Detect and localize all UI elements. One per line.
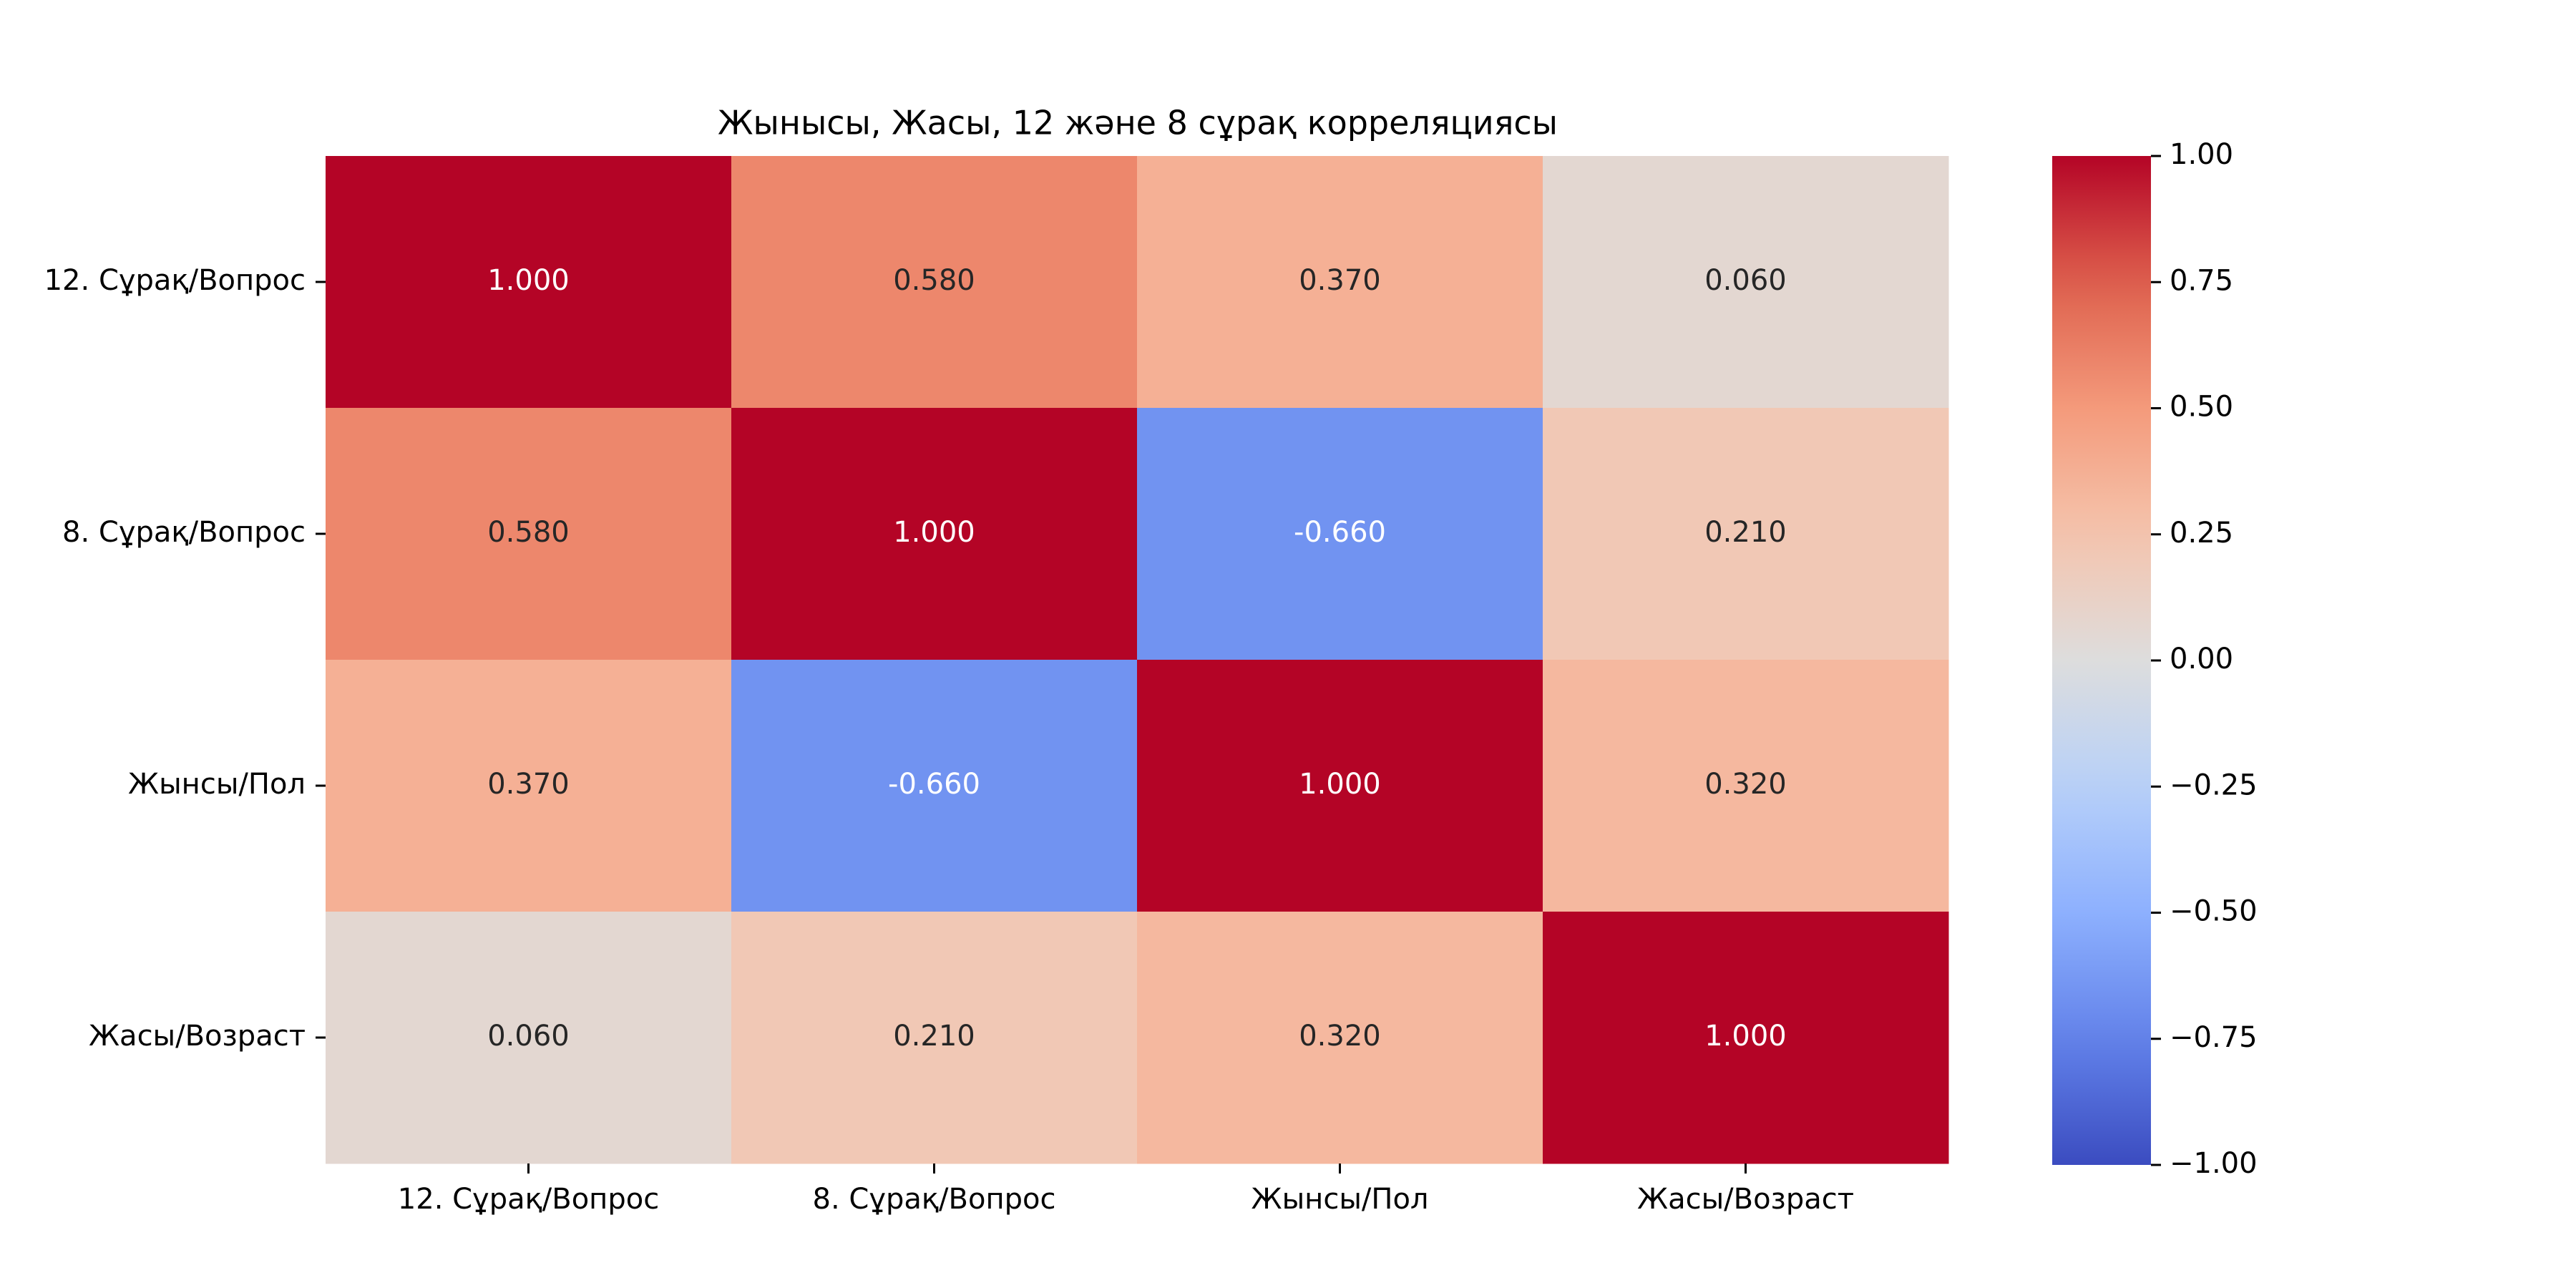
heatmap-cell bbox=[326, 660, 732, 912]
chart-title: Жынысы, Жасы, 12 және 8 сұрақ корреляция… bbox=[718, 104, 1558, 142]
x-tick-label: 12. Сұрақ/Вопрос bbox=[398, 1183, 659, 1216]
heatmap-cell bbox=[1543, 408, 1949, 660]
colorbar-tick-label: 1.00 bbox=[2170, 138, 2233, 171]
cell-value-label: 1.000 bbox=[487, 264, 570, 297]
colorbar: 1.00 0.75 0.50 0.25 0.00 −0.25 −0.50 −0.75 −1.00 bbox=[2052, 138, 2258, 1180]
colorbar-tick-label: −0.25 bbox=[2170, 769, 2258, 801]
y-axis: 12. Сұрақ/Вопрос 8. Сұрақ/Вопрос Жынсы/Пол… bbox=[44, 264, 326, 1053]
colorbar-tick-label: 0.25 bbox=[2170, 517, 2233, 550]
colorbar-tick-label: 0.00 bbox=[2170, 643, 2233, 675]
cell-value-label: 0.060 bbox=[1704, 264, 1787, 297]
cell-value-label: 0.060 bbox=[487, 1020, 570, 1053]
heatmap-cell bbox=[731, 156, 1138, 409]
heatmap-cell bbox=[326, 912, 732, 1164]
y-tick-label: 12. Сұрақ/Вопрос bbox=[44, 264, 306, 297]
y-tick-label: Жасы/Возраст bbox=[89, 1020, 306, 1053]
colorbar-tick-label: 0.50 bbox=[2170, 391, 2233, 424]
heatmap-grid: 1.000 0.580 0.370 0.060 0.580 1.000 -0.660 0.21… bbox=[326, 156, 1949, 1164]
colorbar-gradient bbox=[2052, 156, 2151, 1165]
cell-value-label: 0.580 bbox=[487, 516, 570, 549]
cell-value-label: 0.370 bbox=[487, 768, 570, 801]
colorbar-tick-label: −0.50 bbox=[2170, 895, 2258, 928]
cell-value-label: 1.000 bbox=[1299, 768, 1381, 801]
colorbar-tick-label: −0.75 bbox=[2170, 1021, 2258, 1054]
heatmap-cell bbox=[731, 660, 1138, 912]
y-tick-label: Жынсы/Пол bbox=[128, 768, 306, 801]
cell-value-label: 0.580 bbox=[893, 264, 975, 297]
heatmap-cell bbox=[1137, 408, 1543, 660]
cell-value-label: 0.210 bbox=[893, 1020, 975, 1053]
cell-value-label: -0.660 bbox=[888, 768, 980, 801]
cell-value-label: 0.210 bbox=[1704, 516, 1787, 549]
heatmap-cell bbox=[731, 912, 1138, 1164]
heatmap-cell bbox=[1543, 156, 1949, 409]
heatmap-cell bbox=[1137, 660, 1543, 912]
cell-value-label: 1.000 bbox=[1704, 1020, 1787, 1053]
colorbar-tick-label: −1.00 bbox=[2170, 1147, 2258, 1180]
heatmap-cell bbox=[326, 408, 732, 660]
heatmap-cell bbox=[1543, 660, 1949, 912]
heatmap-cell bbox=[1543, 912, 1949, 1164]
heatmap-cell bbox=[1137, 912, 1543, 1164]
y-tick-label: 8. Сұрақ/Вопрос bbox=[62, 516, 306, 549]
heatmap-cell bbox=[326, 156, 732, 409]
cell-value-label: 1.000 bbox=[893, 516, 975, 549]
cell-value-label: -0.660 bbox=[1294, 516, 1386, 549]
x-tick-label: Жынсы/Пол bbox=[1252, 1183, 1429, 1216]
cell-value-label: 0.320 bbox=[1704, 768, 1787, 801]
heatmap-cell bbox=[731, 408, 1138, 660]
x-tick-label: Жасы/Возраст bbox=[1637, 1183, 1854, 1216]
cell-value-label: 0.370 bbox=[1299, 264, 1381, 297]
cell-value-label: 0.320 bbox=[1299, 1020, 1381, 1053]
x-tick-label: 8. Сұрақ/Вопрос bbox=[813, 1183, 1056, 1216]
x-axis: 12. Сұрақ/Вопрос 8. Сұрақ/Вопрос Жынсы/Пол… bbox=[398, 1163, 1854, 1216]
colorbar-tick-label: 0.75 bbox=[2170, 264, 2233, 297]
heatmap-cell bbox=[1137, 156, 1543, 409]
